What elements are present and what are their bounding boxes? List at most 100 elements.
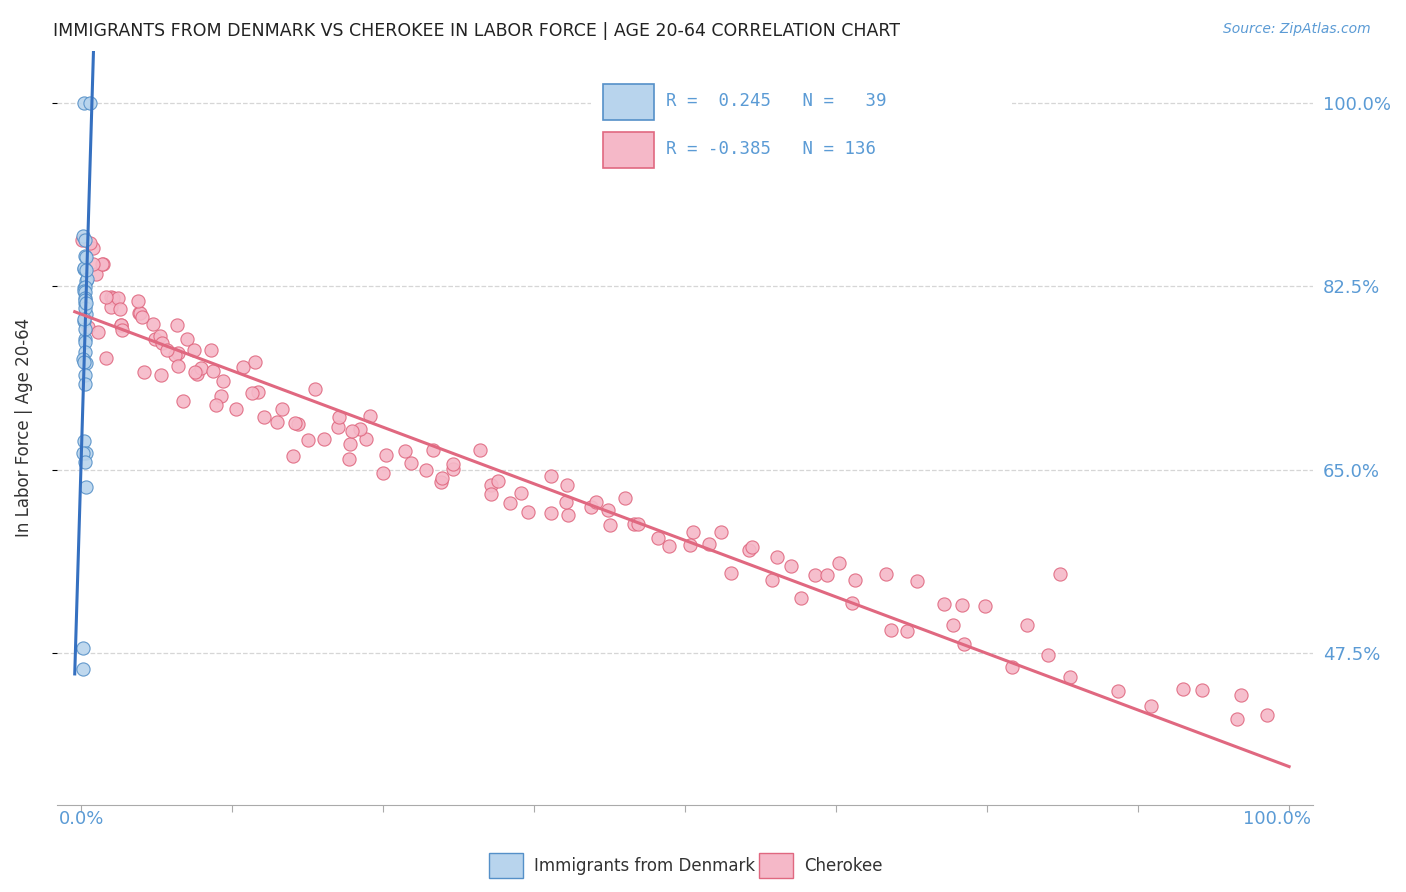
Point xyxy=(1191,682,1213,697)
Point xyxy=(167,345,190,359)
Point xyxy=(415,463,437,477)
Point xyxy=(75,480,97,494)
Point xyxy=(326,419,349,434)
Point xyxy=(614,491,637,505)
Point xyxy=(339,437,361,451)
Point xyxy=(647,531,669,545)
Point xyxy=(973,599,995,613)
Point xyxy=(779,558,801,573)
Point xyxy=(880,624,903,638)
Point xyxy=(96,290,118,304)
Point xyxy=(359,409,381,423)
Point xyxy=(430,471,453,485)
Point xyxy=(100,290,122,304)
Point xyxy=(75,344,97,359)
Point xyxy=(1049,566,1071,581)
Point xyxy=(101,291,124,305)
Point xyxy=(110,318,132,332)
Point xyxy=(131,310,153,325)
Point xyxy=(697,537,720,551)
Point xyxy=(72,662,94,676)
Point xyxy=(73,291,96,305)
Text: Immigrants from Denmark: Immigrants from Denmark xyxy=(534,856,755,875)
Point xyxy=(312,433,335,447)
Point xyxy=(73,293,96,307)
Point xyxy=(579,500,602,515)
Text: IMMIGRANTS FROM DENMARK VS CHEROKEE IN LABOR FORCE | AGE 20-64 CORRELATION CHART: IMMIGRANTS FROM DENMARK VS CHEROKEE IN L… xyxy=(53,22,900,40)
Point xyxy=(75,356,97,370)
Bar xyxy=(759,853,793,878)
Point xyxy=(373,466,395,480)
Point xyxy=(143,332,166,346)
Point xyxy=(82,257,104,271)
Point xyxy=(94,351,117,365)
Point xyxy=(720,566,742,580)
Point xyxy=(486,474,509,488)
Point xyxy=(1171,681,1194,696)
Point xyxy=(73,96,96,111)
Point xyxy=(128,306,150,320)
Point xyxy=(72,352,94,367)
Point xyxy=(93,257,115,271)
Point xyxy=(149,368,172,382)
Point xyxy=(738,543,761,558)
Point xyxy=(172,393,194,408)
Point xyxy=(205,397,228,411)
Point xyxy=(896,624,918,638)
Point xyxy=(468,442,491,457)
Point xyxy=(75,332,97,346)
Point xyxy=(82,241,104,255)
Point xyxy=(1229,688,1251,702)
Point xyxy=(79,96,101,111)
Point xyxy=(200,343,222,357)
FancyBboxPatch shape xyxy=(582,70,1021,180)
Point xyxy=(73,355,96,369)
Point xyxy=(844,573,866,587)
Point xyxy=(828,556,851,570)
Point xyxy=(79,235,101,250)
Point xyxy=(942,618,965,632)
Point xyxy=(540,469,562,483)
Point xyxy=(75,455,97,469)
Point xyxy=(110,302,132,317)
Point xyxy=(374,448,396,462)
Point xyxy=(555,478,578,492)
Point xyxy=(70,233,93,247)
Point xyxy=(394,443,416,458)
Point xyxy=(953,637,976,651)
Bar xyxy=(603,132,654,168)
Point xyxy=(287,417,309,431)
Point xyxy=(499,496,522,510)
Point xyxy=(72,260,94,275)
Point xyxy=(817,568,839,582)
Point xyxy=(75,295,97,310)
Point xyxy=(598,503,620,517)
Text: R =  0.245   N =   39: R = 0.245 N = 39 xyxy=(666,93,887,111)
Point xyxy=(479,487,502,501)
Point xyxy=(1000,660,1022,674)
Point xyxy=(240,386,263,401)
Point xyxy=(72,228,94,243)
Point xyxy=(73,314,96,328)
Point xyxy=(150,335,173,350)
Point xyxy=(75,249,97,263)
Point xyxy=(127,293,149,308)
Point xyxy=(247,385,270,400)
Point xyxy=(430,475,453,489)
Point xyxy=(72,434,94,448)
Point xyxy=(803,568,825,582)
Point xyxy=(304,382,326,396)
Point xyxy=(875,567,897,582)
Point xyxy=(100,300,122,314)
Point xyxy=(166,318,188,332)
Text: Source: ZipAtlas.com: Source: ZipAtlas.com xyxy=(1223,22,1371,37)
Point xyxy=(142,317,165,331)
Point xyxy=(110,318,132,332)
Point xyxy=(283,416,305,430)
Point xyxy=(91,257,114,271)
Point xyxy=(599,518,621,533)
Point xyxy=(73,312,96,326)
Point xyxy=(1139,698,1161,713)
Point xyxy=(211,374,233,388)
Point xyxy=(479,477,502,491)
